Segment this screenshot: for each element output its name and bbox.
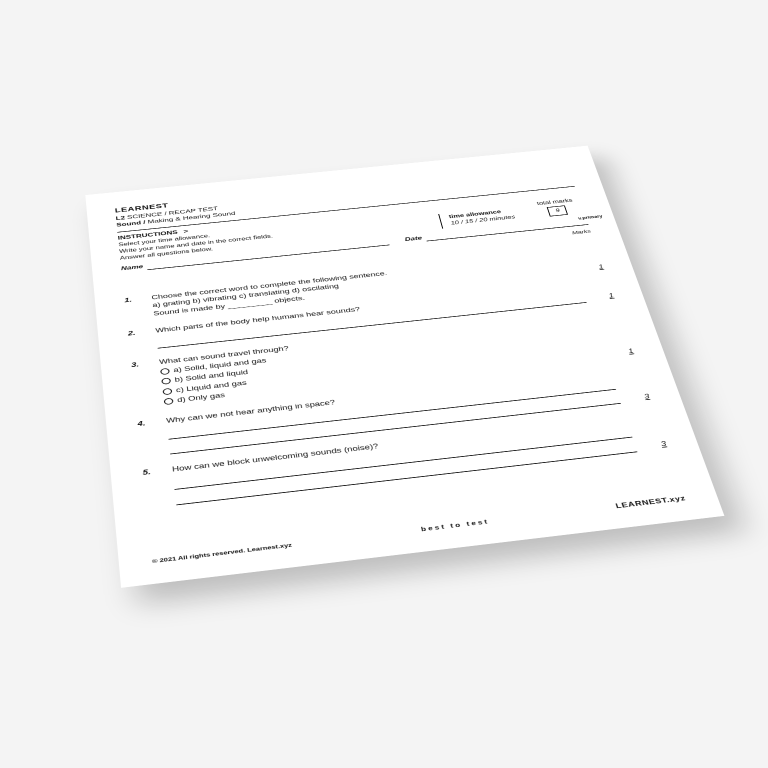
- q4-mark: 3: [630, 392, 651, 403]
- worksheet-page: LEARNEST L2 SCIENCE / RECAP TEST Sound /…: [85, 146, 724, 588]
- copyright: © 2021 All rights reserved. Learnest.xyz: [152, 542, 293, 566]
- q5-number: 5.: [142, 466, 160, 477]
- radio-icon: [164, 398, 174, 405]
- q5-mark: 3: [646, 439, 667, 450]
- q4-number: 4.: [137, 418, 154, 429]
- radio-icon: [161, 378, 171, 385]
- site-brand: LEARNEST.xyz: [614, 494, 687, 511]
- page-footer: © 2021 All rights reserved. Learnest.xyz…: [151, 494, 686, 566]
- q1-mark: 1: [585, 263, 604, 272]
- date-label: Date: [404, 235, 423, 244]
- radio-icon: [162, 388, 172, 395]
- q3-number: 3.: [131, 359, 148, 369]
- total-marks-value: 9: [547, 206, 568, 217]
- questions-block: 1. Choose the correct word to complete t…: [124, 247, 668, 508]
- q1-number: 1.: [124, 295, 140, 305]
- motto: best to test: [420, 518, 490, 534]
- level-code: L2: [115, 214, 125, 221]
- stage: LEARNEST L2 SCIENCE / RECAP TEST Sound /…: [0, 0, 768, 768]
- radio-icon: [160, 368, 170, 375]
- q2-mark: 1: [595, 292, 615, 302]
- q2-number: 2.: [127, 328, 144, 338]
- name-label: Name: [121, 263, 144, 272]
- chevron-icon: >: [183, 228, 188, 234]
- q3-mark: 1: [614, 346, 634, 356]
- version-tag: v.primary: [578, 214, 604, 221]
